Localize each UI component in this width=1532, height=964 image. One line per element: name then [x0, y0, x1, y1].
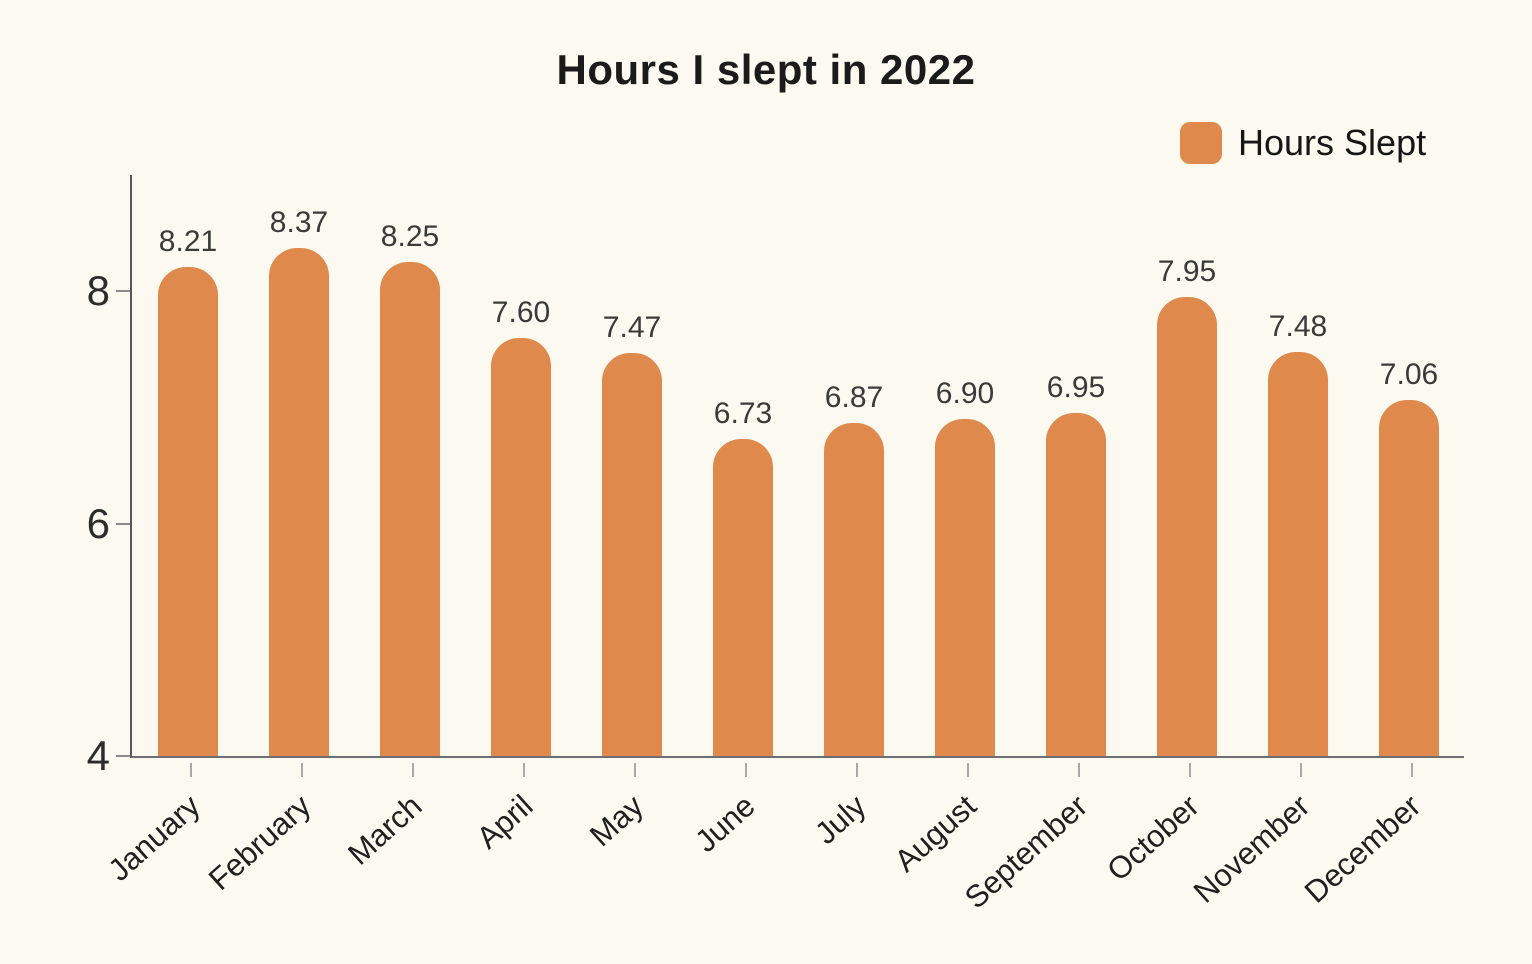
x-tick-mark — [1300, 763, 1302, 777]
bar-value-label: 7.47 — [602, 311, 662, 344]
x-axis-label: January — [101, 788, 207, 888]
x-axis-label: September — [958, 788, 1095, 916]
bar-value-label: 7.95 — [1157, 255, 1217, 288]
bar-value-label: 6.73 — [713, 397, 773, 430]
bar-value-label: 7.48 — [1268, 310, 1328, 343]
legend: Hours Slept — [1180, 122, 1426, 164]
x-tick-mark — [1078, 763, 1080, 777]
x-tick-mark — [523, 763, 525, 777]
x-tick-mark — [412, 763, 414, 777]
x-tick-mark — [1411, 763, 1413, 777]
bar — [602, 353, 662, 756]
x-axis-label: May — [583, 788, 651, 854]
bar — [935, 419, 995, 756]
x-axis-label: December — [1297, 788, 1428, 910]
plot-area: 8.21 8.37 8.25 7.60 7.47 6.73 6.87 6.90 6.95 7.95… — [130, 175, 1464, 758]
x-tick-mark — [634, 763, 636, 777]
bar-value-label: 6.95 — [1046, 371, 1106, 404]
bar-value-label: 8.37 — [269, 206, 329, 239]
chart-title: Hours I slept in 2022 — [556, 46, 976, 93]
y-tick-mark — [116, 755, 130, 757]
x-axis-label: February — [201, 788, 318, 898]
y-axis-label: 4 — [86, 732, 110, 779]
x-tick-mark — [190, 763, 192, 777]
x-axis-label: November — [1186, 788, 1317, 910]
x-axis-label: October — [1100, 788, 1206, 888]
x-tick-mark — [745, 763, 747, 777]
bar — [380, 262, 440, 756]
bar — [158, 267, 218, 756]
x-axis-label: June — [688, 788, 762, 859]
y-axis-label: 8 — [86, 267, 110, 315]
bar — [1268, 352, 1328, 756]
legend-swatch-icon — [1180, 122, 1222, 164]
bar — [1379, 400, 1439, 756]
x-axis-label: July — [808, 788, 873, 851]
bar — [1157, 297, 1217, 756]
bar-value-label: 8.21 — [158, 225, 218, 258]
bar — [269, 248, 329, 756]
x-axis-label: March — [340, 788, 429, 872]
y-axis-label: 6 — [86, 499, 110, 547]
bar — [824, 423, 884, 756]
bar-value-label: 7.06 — [1379, 358, 1439, 391]
bar-value-label: 6.90 — [935, 377, 995, 410]
x-axis-label: April — [469, 788, 540, 856]
bar — [1046, 413, 1106, 756]
bar-value-label: 8.25 — [380, 220, 440, 253]
bar — [491, 338, 551, 756]
x-tick-mark — [967, 763, 969, 777]
bar-value-label: 7.60 — [491, 296, 551, 329]
bar — [713, 439, 773, 756]
legend-label: Hours Slept — [1238, 122, 1427, 163]
x-axis-label: August — [888, 788, 984, 879]
y-tick-mark — [116, 522, 130, 525]
bar-value-label: 6.87 — [824, 381, 884, 414]
x-tick-mark — [301, 763, 303, 777]
x-tick-mark — [856, 763, 858, 777]
y-tick-mark — [116, 290, 130, 293]
x-tick-mark — [1189, 763, 1191, 777]
